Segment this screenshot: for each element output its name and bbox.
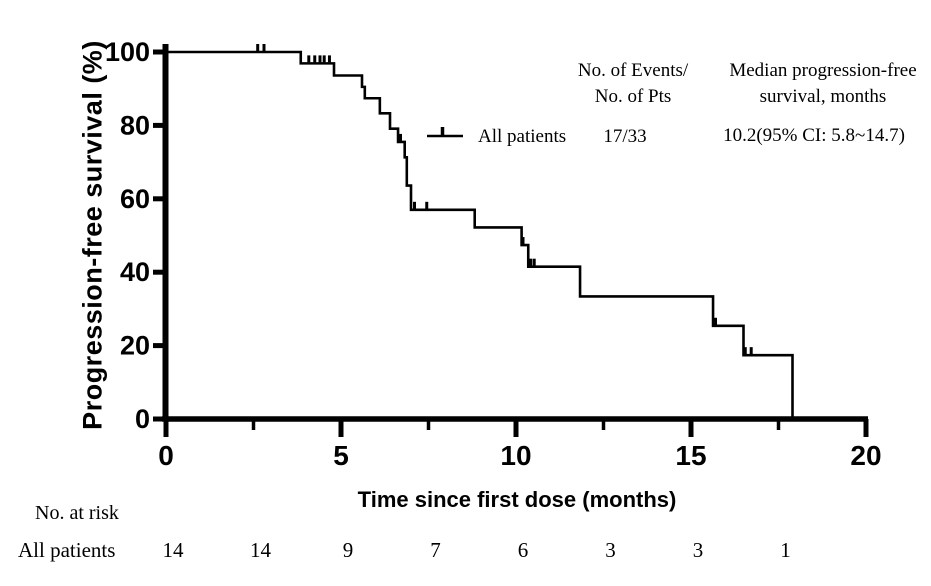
survival-curve — [166, 50, 794, 419]
x-tick-label: 20 — [850, 440, 881, 471]
legend-median-value: 10.2(95% CI: 5.8~14.7) — [723, 125, 905, 146]
at-risk-count: 3 — [692, 538, 704, 562]
legend-header-median: Median progression-free survival, months — [729, 58, 916, 110]
y-tick-label: 0 — [135, 404, 150, 434]
y-tick-label: 60 — [120, 184, 150, 214]
header-line: No. of Events/ — [577, 60, 689, 81]
at-risk-count: 1 — [780, 538, 791, 562]
y-tick-label: 80 — [120, 110, 150, 140]
at-risk-count: 7 — [430, 538, 441, 562]
y-axis-title: Progression-free survival (%) — [77, 40, 108, 430]
y-tick-label: 100 — [105, 37, 150, 67]
at-risk-title: No. at risk — [35, 502, 119, 524]
y-tick-label: 40 — [120, 257, 150, 287]
legend-events-value: 17/33 — [603, 126, 647, 147]
header-line: survival, months — [759, 86, 887, 107]
y-tick-label: 20 — [120, 331, 150, 361]
header-line: Median progression-free — [729, 60, 917, 81]
at-risk-count: 6 — [517, 538, 529, 562]
at-risk-count: 14 — [250, 538, 271, 562]
at-risk-count: 9 — [342, 538, 354, 562]
at-risk-row-label: All patients — [18, 538, 116, 562]
header-line: No. of Pts — [594, 86, 672, 107]
x-tick-label: 15 — [675, 440, 706, 471]
x-tick-label: 0 — [158, 440, 174, 471]
at-risk-count: 14 — [162, 538, 184, 562]
x-axis-title: Time since first dose (months) — [357, 487, 677, 512]
at-risk-counts-row: 14 14 9 7 6 3 3 1 — [0, 538, 931, 564]
x-tick-label: 5 — [333, 440, 349, 471]
at-risk-count: 3 — [605, 538, 616, 562]
legend-series-label: All patients — [478, 126, 567, 147]
legend-header-events: No. of Events/ No. of Pts — [578, 58, 688, 110]
x-tick-label: 10 — [500, 440, 531, 471]
